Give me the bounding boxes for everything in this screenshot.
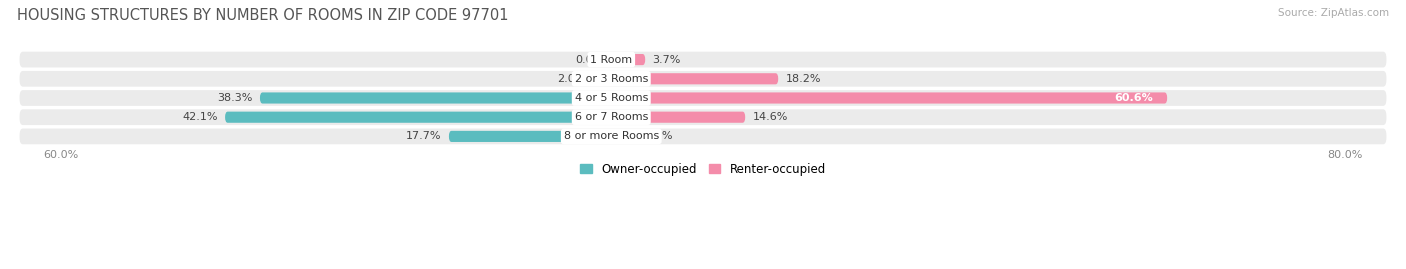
Text: 17.7%: 17.7% bbox=[406, 131, 441, 141]
FancyBboxPatch shape bbox=[20, 52, 1386, 68]
FancyBboxPatch shape bbox=[449, 131, 612, 142]
FancyBboxPatch shape bbox=[612, 93, 1167, 104]
FancyBboxPatch shape bbox=[612, 131, 637, 142]
Text: Source: ZipAtlas.com: Source: ZipAtlas.com bbox=[1278, 8, 1389, 18]
Text: 4 or 5 Rooms: 4 or 5 Rooms bbox=[575, 93, 648, 103]
Text: 14.6%: 14.6% bbox=[752, 112, 787, 122]
Text: HOUSING STRUCTURES BY NUMBER OF ROOMS IN ZIP CODE 97701: HOUSING STRUCTURES BY NUMBER OF ROOMS IN… bbox=[17, 8, 509, 23]
FancyBboxPatch shape bbox=[20, 71, 1386, 87]
FancyBboxPatch shape bbox=[20, 109, 1386, 125]
Text: 18.2%: 18.2% bbox=[786, 74, 821, 84]
FancyBboxPatch shape bbox=[20, 129, 1386, 144]
Text: 3.7%: 3.7% bbox=[652, 55, 681, 65]
Text: 42.1%: 42.1% bbox=[183, 112, 218, 122]
FancyBboxPatch shape bbox=[612, 73, 779, 84]
Text: 2.0%: 2.0% bbox=[557, 74, 585, 84]
Text: 1 Room: 1 Room bbox=[591, 55, 633, 65]
FancyBboxPatch shape bbox=[225, 112, 612, 123]
FancyBboxPatch shape bbox=[593, 73, 612, 84]
Legend: Owner-occupied, Renter-occupied: Owner-occupied, Renter-occupied bbox=[575, 158, 831, 180]
FancyBboxPatch shape bbox=[260, 93, 612, 104]
FancyBboxPatch shape bbox=[20, 90, 1386, 106]
Text: 0.0%: 0.0% bbox=[575, 55, 605, 65]
Text: 2 or 3 Rooms: 2 or 3 Rooms bbox=[575, 74, 648, 84]
Text: 2.8%: 2.8% bbox=[644, 131, 673, 141]
Text: 8 or more Rooms: 8 or more Rooms bbox=[564, 131, 659, 141]
Text: 60.6%: 60.6% bbox=[1115, 93, 1153, 103]
Text: 38.3%: 38.3% bbox=[217, 93, 253, 103]
FancyBboxPatch shape bbox=[612, 54, 645, 65]
Text: 6 or 7 Rooms: 6 or 7 Rooms bbox=[575, 112, 648, 122]
FancyBboxPatch shape bbox=[612, 112, 745, 123]
